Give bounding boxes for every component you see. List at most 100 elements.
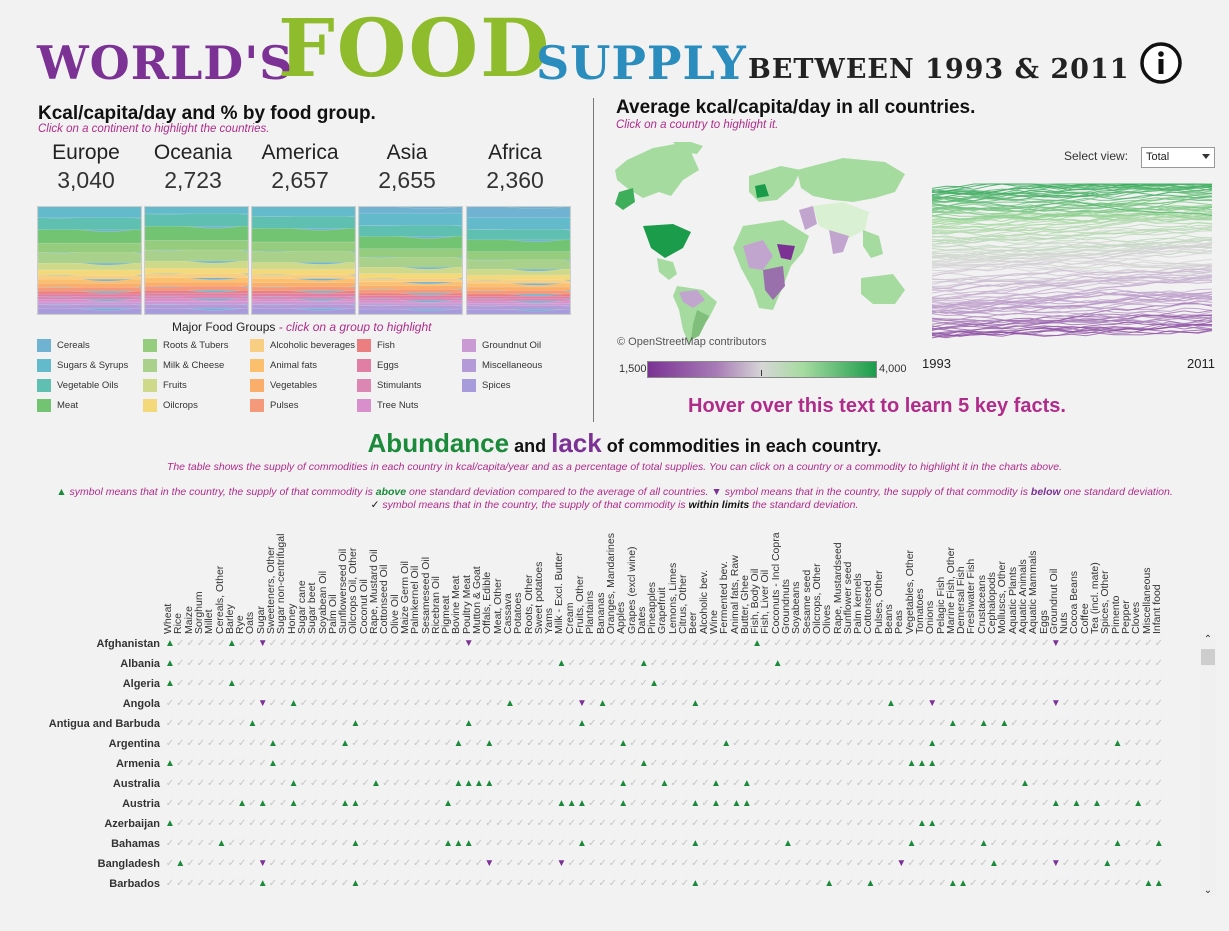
check-icon[interactable]: ✓ [371,838,381,849]
check-icon[interactable]: ✓ [1123,838,1133,849]
check-icon[interactable]: ✓ [938,778,947,789]
check-icon[interactable]: ✓ [567,718,576,729]
check-icon[interactable]: ✓ [176,718,185,729]
triangle-up-icon[interactable]: ▲ [958,878,969,889]
check-icon[interactable]: ✓ [423,678,432,689]
triangle-up-icon[interactable]: ▲ [484,778,495,789]
check-icon[interactable]: ✓ [794,838,803,849]
check-icon[interactable]: ✓ [299,798,309,809]
check-icon[interactable]: ✓ [165,698,175,709]
check-icon[interactable]: ✓ [969,698,978,709]
check-icon[interactable]: ✓ [412,838,422,849]
check-icon[interactable]: ✓ [608,778,618,789]
check-icon[interactable]: ✓ [845,718,854,729]
check-icon[interactable]: ✓ [268,658,278,669]
check-icon[interactable]: ✓ [680,858,690,869]
check-icon[interactable]: ✓ [526,758,535,769]
check-icon[interactable]: ✓ [639,638,648,649]
check-icon[interactable]: ✓ [835,658,844,669]
food-group-stack-asia[interactable] [358,206,463,315]
triangle-up-icon[interactable]: ▲ [906,838,917,849]
check-icon[interactable]: ✓ [804,738,813,749]
check-icon[interactable]: ✓ [227,798,236,809]
triangle-down-icon[interactable]: ▼ [577,698,587,709]
check-icon[interactable]: ✓ [371,758,381,769]
check-icon[interactable]: ✓ [969,738,978,749]
check-icon[interactable]: ✓ [866,758,875,769]
check-icon[interactable]: ✓ [721,838,731,849]
check-icon[interactable]: ✓ [1061,658,1071,669]
check-icon[interactable]: ✓ [443,778,453,789]
continent-asia[interactable]: Asia 2,655 [357,141,457,194]
check-icon[interactable]: ✓ [691,778,700,789]
check-icon[interactable]: ✓ [1103,638,1112,649]
check-icon[interactable]: ✓ [1072,878,1081,889]
triangle-up-icon[interactable]: ▲ [577,838,587,849]
check-icon[interactable]: ✓ [536,798,545,809]
check-icon[interactable]: ✓ [927,798,937,809]
check-icon[interactable]: ✓ [258,818,267,829]
check-icon[interactable]: ✓ [752,698,762,709]
check-icon[interactable]: ✓ [608,638,618,649]
triangle-up-icon[interactable]: ▲ [504,698,515,709]
check-icon[interactable]: ✓ [969,798,978,809]
check-icon[interactable]: ✓ [886,818,896,829]
check-icon[interactable]: ✓ [526,698,535,709]
check-icon[interactable]: ✓ [794,818,803,829]
check-icon[interactable]: ✓ [783,798,793,809]
check-icon[interactable]: ✓ [443,858,453,869]
check-icon[interactable]: ✓ [402,658,412,669]
check-icon[interactable]: ✓ [320,698,329,709]
check-icon[interactable]: ✓ [783,858,793,869]
check-icon[interactable]: ✓ [299,838,309,849]
commodity-header-molluscs-other[interactable]: Molluscs, Other [996,561,1009,634]
check-icon[interactable]: ✓ [989,798,999,809]
check-icon[interactable]: ✓ [660,818,669,829]
check-icon[interactable]: ✓ [1072,738,1081,749]
check-icon[interactable]: ✓ [392,698,401,709]
check-icon[interactable]: ✓ [237,638,247,649]
check-icon[interactable]: ✓ [680,838,690,849]
check-icon[interactable]: ✓ [402,798,412,809]
check-icon[interactable]: ✓ [443,878,453,889]
check-icon[interactable]: ✓ [711,638,721,649]
check-icon[interactable]: ✓ [691,738,700,749]
check-icon[interactable]: ✓ [196,858,206,869]
food-group-stack-europe[interactable] [37,206,142,315]
check-icon[interactable]: ✓ [1092,638,1102,649]
check-icon[interactable]: ✓ [248,818,257,829]
check-icon[interactable]: ✓ [763,838,772,849]
check-icon[interactable]: ✓ [1103,698,1112,709]
triangle-up-icon[interactable]: ▲ [165,758,175,769]
check-icon[interactable]: ✓ [794,718,803,729]
check-icon[interactable]: ✓ [299,638,309,649]
commodity-header-grapes-excl-wine-[interactable]: Grapes (excl wine) [625,546,638,634]
check-icon[interactable]: ✓ [206,778,216,789]
check-icon[interactable]: ✓ [773,738,782,749]
check-icon[interactable]: ✓ [495,798,504,809]
check-icon[interactable]: ✓ [1092,878,1102,889]
check-icon[interactable]: ✓ [824,638,834,649]
check-icon[interactable]: ✓ [1051,778,1060,789]
check-icon[interactable]: ✓ [289,658,298,669]
commodity-header-fish-liver-oil[interactable]: Fish, Liver Oil [759,569,772,634]
check-icon[interactable]: ✓ [1061,838,1071,849]
check-icon[interactable]: ✓ [176,638,185,649]
check-icon[interactable]: ✓ [1051,718,1060,729]
check-icon[interactable]: ✓ [691,638,700,649]
check-icon[interactable]: ✓ [835,838,844,849]
check-icon[interactable]: ✓ [660,738,669,749]
check-icon[interactable]: ✓ [382,858,391,869]
check-icon[interactable]: ✓ [649,738,659,749]
check-icon[interactable]: ✓ [206,658,216,669]
check-icon[interactable]: ✓ [279,718,288,729]
check-icon[interactable]: ✓ [536,878,545,889]
check-icon[interactable]: ✓ [618,758,628,769]
check-icon[interactable]: ✓ [855,818,865,829]
check-icon[interactable]: ✓ [485,818,494,829]
continent-africa[interactable]: Africa 2,360 [465,141,565,194]
check-icon[interactable]: ✓ [392,638,401,649]
check-icon[interactable]: ✓ [588,858,597,869]
check-icon[interactable]: ✓ [248,778,257,789]
check-icon[interactable]: ✓ [639,698,648,709]
